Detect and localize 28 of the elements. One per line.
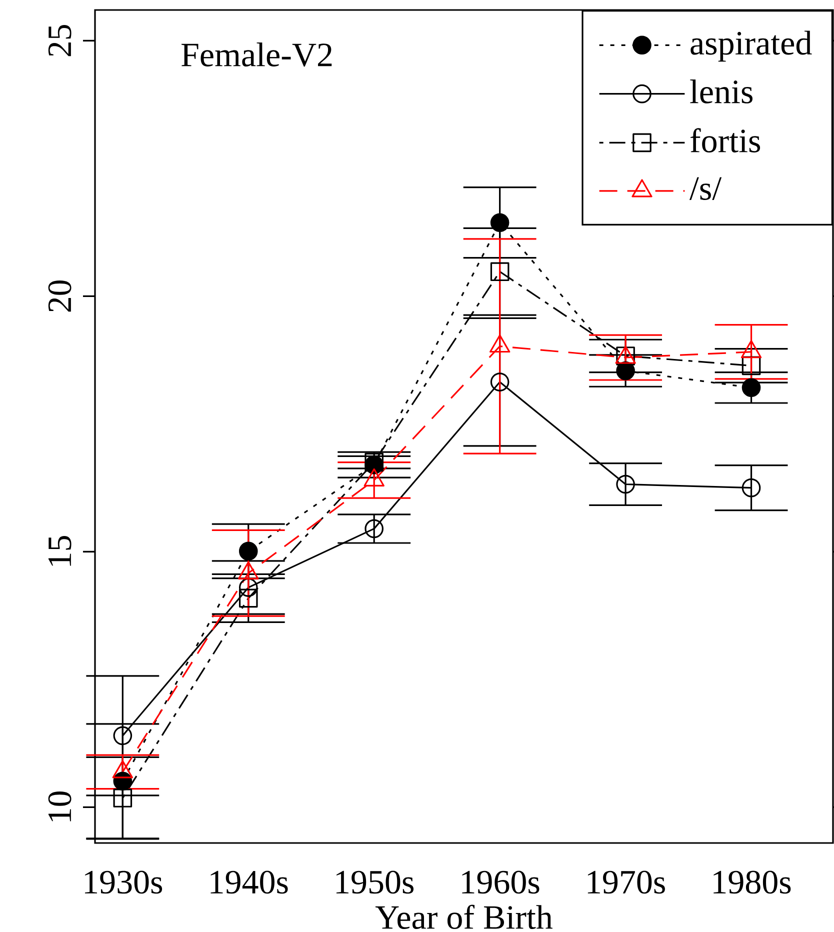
annotation: Female-V2 <box>182 42 332 67</box>
legend-label: /s/ <box>689 177 722 200</box>
legend-label: fortis <box>690 128 760 152</box>
point <box>364 519 384 538</box>
point <box>742 378 761 398</box>
x-tick-label: 1960s <box>462 870 540 894</box>
point <box>490 213 510 232</box>
x-axis-title: Year of Birth <box>375 904 552 930</box>
x-tick-label: 1950s <box>336 870 414 894</box>
point <box>490 372 510 392</box>
legend-label: lenis <box>690 79 752 104</box>
point <box>113 788 132 808</box>
x-tick-label: 1930s <box>85 870 162 894</box>
y-tick-label: 20 <box>48 280 72 312</box>
y-tick-label: 10 <box>48 792 72 822</box>
x-tick-label: 1940s <box>210 870 288 894</box>
y-tick-label: 25 <box>48 24 72 56</box>
legend-label: aspirated <box>690 30 812 62</box>
point <box>490 262 510 282</box>
point <box>616 474 635 494</box>
y-tick-label: 15 <box>48 536 72 566</box>
point <box>238 578 258 597</box>
point <box>742 478 761 498</box>
point <box>238 542 258 561</box>
point <box>238 588 258 608</box>
point <box>113 726 132 746</box>
x-tick-label: 1980s <box>714 870 791 894</box>
x-tick-label: 1970s <box>588 870 665 894</box>
